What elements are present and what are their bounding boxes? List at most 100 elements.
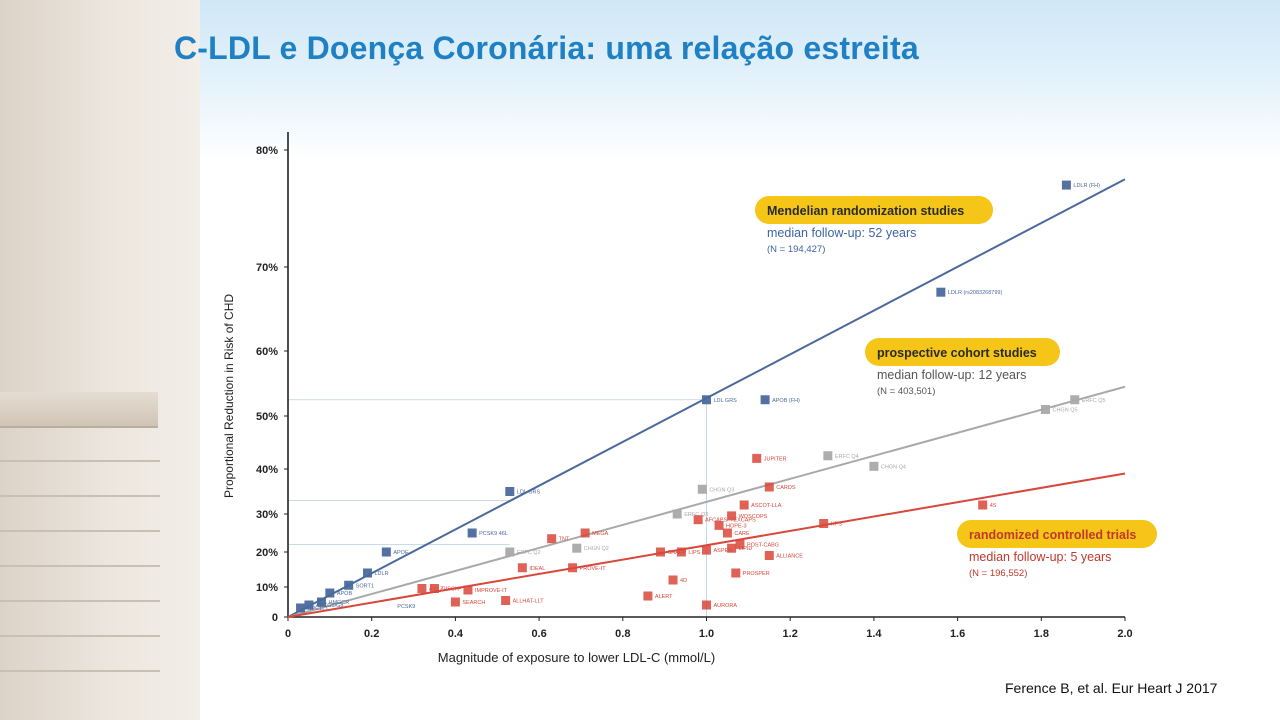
- rct-point: [978, 500, 988, 510]
- y-tick-label: 10%: [256, 582, 278, 594]
- mendelian-callout: Mendelian randomization studies median fo…: [755, 196, 993, 255]
- point-label: GISSI-P: [441, 587, 462, 593]
- point-label: ASPEN: [714, 548, 733, 554]
- rct-point: [731, 568, 741, 578]
- point-label: APOE: [393, 550, 409, 556]
- callout-title: Mendelian randomization studies: [767, 204, 964, 218]
- point-label: ALLIANCE: [776, 554, 803, 560]
- mendelian-point: [296, 603, 306, 613]
- rct-point: [727, 543, 737, 553]
- cohort-point: [823, 451, 833, 461]
- rct-point: [702, 545, 711, 555]
- building-background: [0, 0, 200, 720]
- rct-point: [517, 563, 527, 573]
- rct-point: [547, 534, 557, 544]
- point-label: ERFC Q4: [835, 454, 859, 460]
- x-tick-label: 2.0: [1117, 628, 1132, 640]
- rct-point: [676, 547, 686, 557]
- callout-follow-up: median follow-up: 12 years: [877, 368, 1026, 382]
- x-tick-label: 0: [285, 628, 291, 640]
- y-tick-label: 60%: [256, 346, 278, 358]
- rct-trend-line: [287, 472, 1126, 618]
- point-label: ERFC Q2: [517, 550, 541, 556]
- rct-point: [702, 600, 711, 610]
- rct-point: [429, 584, 439, 593]
- point-label: PCSK9 46L: [479, 531, 508, 537]
- mendelian-point: [1061, 180, 1071, 190]
- reference-lines: [288, 399, 707, 617]
- rct-point: [450, 597, 460, 607]
- point-label: HOPE-3: [726, 523, 746, 529]
- x-tick-label: 1.2: [783, 628, 798, 640]
- point-label: IDEAL: [529, 566, 545, 572]
- point-label: LIPID: [739, 546, 753, 552]
- cohort-point: [572, 543, 582, 553]
- rct-point: [727, 511, 737, 521]
- callout-title: prospective cohort studies: [877, 346, 1037, 360]
- point-label: ALLHAT-LLT: [513, 599, 545, 605]
- point-label: LDLR (rs2083268799): [948, 290, 1003, 296]
- point-label: PROSPER: [743, 571, 770, 577]
- point-label: ERFC Q3: [684, 512, 708, 518]
- rct-point: [655, 547, 665, 557]
- x-tick-label: 0.4: [448, 628, 464, 640]
- point-label: APOB: [337, 591, 353, 597]
- mendelian-point: [304, 600, 314, 610]
- point-label: SEARCH: [462, 600, 485, 606]
- y-tick-label: 0: [272, 612, 278, 624]
- point-label: POST-CABG: [747, 542, 779, 548]
- point-label: JUPITER: [764, 456, 787, 462]
- y-tick-label: 80%: [256, 145, 278, 157]
- rct-point: [764, 551, 774, 560]
- rct-point: [752, 453, 762, 463]
- cohort-point: [1040, 405, 1050, 414]
- y-tick-label: 20%: [256, 547, 278, 559]
- rct-point: [693, 515, 703, 525]
- rct-point: [819, 519, 829, 528]
- callout-pill: [957, 520, 1157, 548]
- callout-pill: [755, 196, 993, 224]
- point-label: LDLR: [375, 571, 389, 577]
- mendelian-point: [363, 568, 373, 578]
- point-label: LDL GRS: [517, 490, 541, 496]
- y-tick-label: 40%: [256, 464, 278, 476]
- cohort-point: [697, 484, 707, 494]
- x-tick-label: 1.6: [950, 628, 965, 640]
- point-label: 4D: [680, 578, 687, 584]
- cohort-point: [505, 547, 515, 557]
- x-axis-label: Magnitude of exposure to lower LDL-C (mm…: [438, 650, 715, 665]
- point-label: CHGN Q2: [584, 546, 609, 552]
- point-label: AURORA: [714, 603, 738, 609]
- point-label: 4S: [990, 503, 997, 509]
- y-tick-label: 50%: [256, 411, 278, 423]
- y-tick-label: 30%: [256, 509, 278, 521]
- callout-n: (N = 196,552): [969, 568, 1027, 579]
- rct-point: [722, 528, 732, 538]
- sky-background: [70, 0, 1280, 160]
- mendelian-point: [325, 588, 335, 598]
- cohort-point: [869, 461, 879, 471]
- cohort-point: [672, 509, 682, 519]
- rct-point: [739, 500, 749, 510]
- x-tick-label: 0.2: [364, 628, 379, 640]
- callout-follow-up: median follow-up: 52 years: [767, 226, 916, 240]
- point-label: PROVE-IT: [580, 566, 607, 572]
- point-label: HMGCR: [328, 600, 349, 606]
- legend-callouts: Mendelian randomization studies median fo…: [755, 196, 1157, 579]
- axes: 0 0.2 0.4 0.6 0.8 1.0 1.2 1.4 1.6 1.8 2.0 0 10% 20% 30…: [222, 132, 1133, 665]
- point-label: ASCOT-LLA: [751, 503, 782, 509]
- cohort-trend-line: [287, 385, 1126, 618]
- callout-follow-up: median follow-up: 5 years: [969, 550, 1111, 564]
- point-label: APOB (FH): [772, 398, 800, 404]
- mendelian-point: [381, 547, 391, 557]
- point-label: PCSK9: [397, 604, 415, 610]
- mendelian-point: [316, 597, 326, 607]
- mendelian-point: [505, 487, 515, 496]
- slide-title: C-LDL e Doença Coronária: uma relação es…: [174, 30, 919, 66]
- point-label: CHGN Q4: [881, 464, 906, 470]
- y-axis-label: Proportional Reduction in Risk of CHD: [222, 294, 236, 498]
- point-label: LDL GRS: [714, 398, 738, 404]
- point-label: MEGA: [592, 531, 609, 537]
- point-label: WOSCOPS: [739, 514, 768, 520]
